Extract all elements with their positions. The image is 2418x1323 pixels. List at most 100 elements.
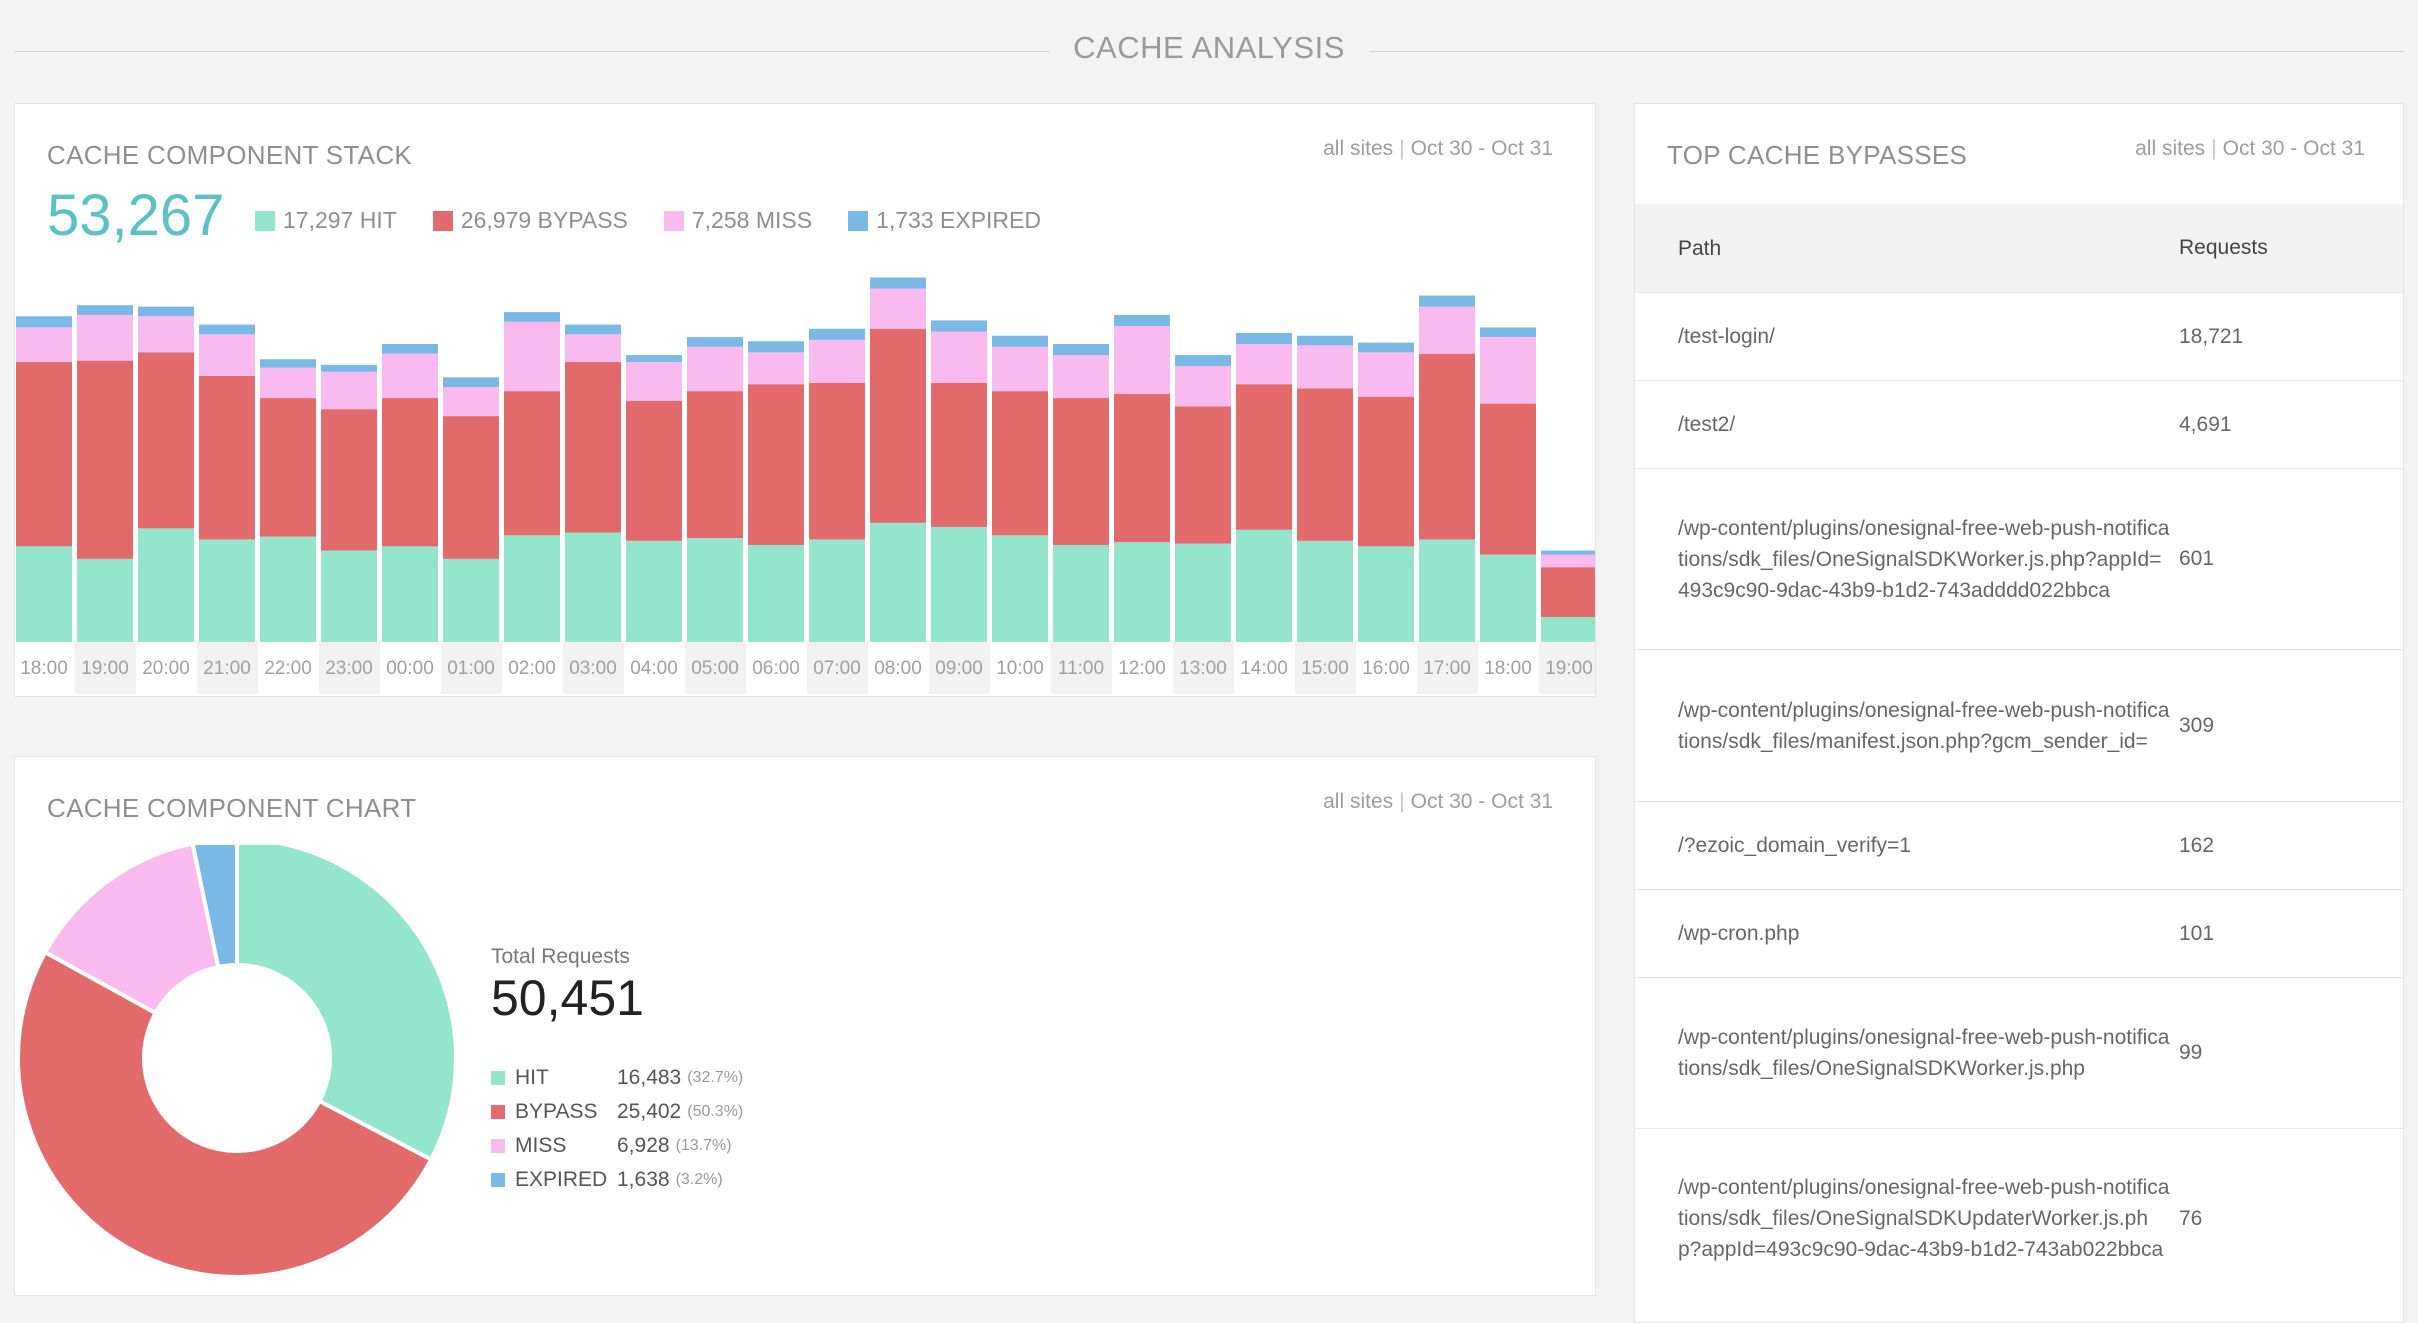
bar-segment-bypass[interactable] — [504, 391, 560, 536]
bar-segment-expired[interactable] — [260, 359, 316, 368]
column-header-requests[interactable]: Requests — [2179, 236, 2268, 259]
bar-segment-bypass[interactable] — [1358, 396, 1414, 547]
bar-segment-hit[interactable] — [77, 558, 133, 642]
bar-segment-miss[interactable] — [687, 346, 743, 392]
bar-segment-bypass[interactable] — [992, 391, 1048, 536]
bar-segment-hit[interactable] — [443, 558, 499, 642]
bar-segment-hit[interactable] — [199, 539, 255, 642]
bar-segment-expired[interactable] — [1419, 295, 1475, 307]
table-row[interactable]: /?ezoic_domain_verify=1 162 — [1635, 801, 2403, 889]
bar-segment-expired[interactable] — [1175, 355, 1231, 367]
bar-segment-hit[interactable] — [321, 550, 377, 642]
bar-segment-hit[interactable] — [260, 536, 316, 642]
bar-segment-bypass[interactable] — [809, 382, 865, 540]
bar-segment-hit[interactable] — [931, 526, 987, 642]
bar-segment-expired[interactable] — [1297, 335, 1353, 346]
bar-segment-hit[interactable] — [1419, 539, 1475, 642]
bar-segment-hit[interactable] — [748, 544, 804, 642]
table-row[interactable]: /wp-content/plugins/onesignal-free-web-p… — [1635, 649, 2403, 801]
bar-segment-bypass[interactable] — [870, 328, 926, 523]
bar-segment-miss[interactable] — [1114, 325, 1170, 394]
bar-segment-bypass[interactable] — [16, 362, 72, 547]
bar-segment-miss[interactable] — [1175, 366, 1231, 407]
column-header-path[interactable]: Path — [1678, 236, 1722, 260]
donut-slice-bypass[interactable] — [15, 949, 434, 1279]
bar-segment-miss[interactable] — [199, 334, 255, 376]
bar-segment-miss[interactable] — [1480, 337, 1536, 404]
bar-segment-bypass[interactable] — [138, 352, 194, 529]
bar-segment-expired[interactable] — [931, 320, 987, 332]
bar-segment-miss[interactable] — [1297, 345, 1353, 389]
bar-segment-bypass[interactable] — [321, 409, 377, 551]
bar-segment-miss[interactable] — [382, 353, 438, 399]
bar-segment-expired[interactable] — [1114, 314, 1170, 326]
bar-segment-bypass[interactable] — [1419, 353, 1475, 540]
bar-segment-miss[interactable] — [565, 334, 621, 363]
bar-segment-expired[interactable] — [1236, 332, 1292, 345]
bar-segment-miss[interactable] — [748, 352, 804, 385]
bar-segment-miss[interactable] — [138, 316, 194, 353]
bar-segment-expired[interactable] — [77, 305, 133, 315]
bar-segment-bypass[interactable] — [199, 375, 255, 540]
table-row[interactable]: /wp-content/plugins/onesignal-free-web-p… — [1635, 1128, 2403, 1308]
bar-segment-hit[interactable] — [687, 538, 743, 642]
bar-segment-expired[interactable] — [382, 344, 438, 354]
bar-segment-bypass[interactable] — [443, 416, 499, 559]
legend-item[interactable]: 26,979 BYPASS — [432, 207, 628, 234]
bar-segment-bypass[interactable] — [1541, 567, 1595, 618]
bar-segment-miss[interactable] — [931, 331, 987, 383]
bar-segment-miss[interactable] — [992, 346, 1048, 392]
bar-segment-miss[interactable] — [504, 321, 560, 392]
bar-segment-bypass[interactable] — [1053, 398, 1109, 545]
bar-segment-bypass[interactable] — [1175, 406, 1231, 544]
bar-segment-expired[interactable] — [1480, 327, 1536, 338]
bar-segment-hit[interactable] — [565, 532, 621, 642]
bar-segment-bypass[interactable] — [382, 398, 438, 547]
bar-segment-miss[interactable] — [1053, 355, 1109, 399]
bar-segment-miss[interactable] — [870, 288, 926, 329]
bar-segment-hit[interactable] — [1297, 540, 1353, 642]
table-row[interactable]: /test-login/18,721 — [1635, 292, 2403, 380]
table-row[interactable]: /wp-content/plugins/onesignal-free-web-p… — [1635, 468, 2403, 649]
bar-segment-bypass[interactable] — [260, 398, 316, 537]
table-row[interactable]: /wp-content/plugins/onesignal-free-web-p… — [1635, 977, 2403, 1128]
bar-segment-hit[interactable] — [1480, 554, 1536, 642]
bar-segment-expired[interactable] — [870, 277, 926, 289]
bar-segment-hit[interactable] — [809, 539, 865, 642]
bar-segment-miss[interactable] — [260, 367, 316, 399]
bar-segment-hit[interactable] — [1236, 529, 1292, 642]
bar-segment-hit[interactable] — [1541, 617, 1595, 642]
bar-segment-bypass[interactable] — [1236, 384, 1292, 530]
bar-segment-expired[interactable] — [199, 324, 255, 335]
bar-segment-miss[interactable] — [1541, 554, 1595, 568]
bar-segment-expired[interactable] — [504, 312, 560, 322]
bar-segment-expired[interactable] — [748, 341, 804, 353]
bar-segment-expired[interactable] — [16, 316, 72, 328]
legend-item[interactable]: 7,258 MISS — [663, 207, 812, 234]
bar-segment-bypass[interactable] — [1297, 388, 1353, 541]
bar-segment-miss[interactable] — [626, 362, 682, 401]
bar-segment-expired[interactable] — [809, 328, 865, 340]
bar-segment-expired[interactable] — [1541, 550, 1595, 555]
bar-segment-bypass[interactable] — [1114, 393, 1170, 543]
bar-segment-hit[interactable] — [626, 540, 682, 642]
bar-segment-miss[interactable] — [1419, 306, 1475, 354]
bar-segment-hit[interactable] — [1053, 544, 1109, 642]
bar-segment-bypass[interactable] — [565, 362, 621, 533]
bar-segment-bypass[interactable] — [687, 391, 743, 539]
legend-item[interactable]: 1,733 EXPIRED — [848, 207, 1041, 234]
bar-segment-expired[interactable] — [443, 377, 499, 387]
bar-segment-expired[interactable] — [626, 355, 682, 363]
bar-segment-miss[interactable] — [1236, 344, 1292, 385]
bar-segment-expired[interactable] — [1358, 342, 1414, 353]
donut-slice-miss[interactable] — [42, 845, 221, 1016]
donut-slice-hit[interactable] — [235, 845, 458, 1163]
bar-segment-miss[interactable] — [809, 339, 865, 383]
bar-segment-expired[interactable] — [138, 306, 194, 317]
legend-item[interactable]: 17,297 HIT — [255, 207, 397, 234]
bar-segment-hit[interactable] — [1358, 546, 1414, 642]
bar-segment-expired[interactable] — [1053, 344, 1109, 356]
bar-segment-hit[interactable] — [138, 528, 194, 642]
bar-segment-hit[interactable] — [992, 535, 1048, 642]
bar-segment-expired[interactable] — [565, 324, 621, 335]
